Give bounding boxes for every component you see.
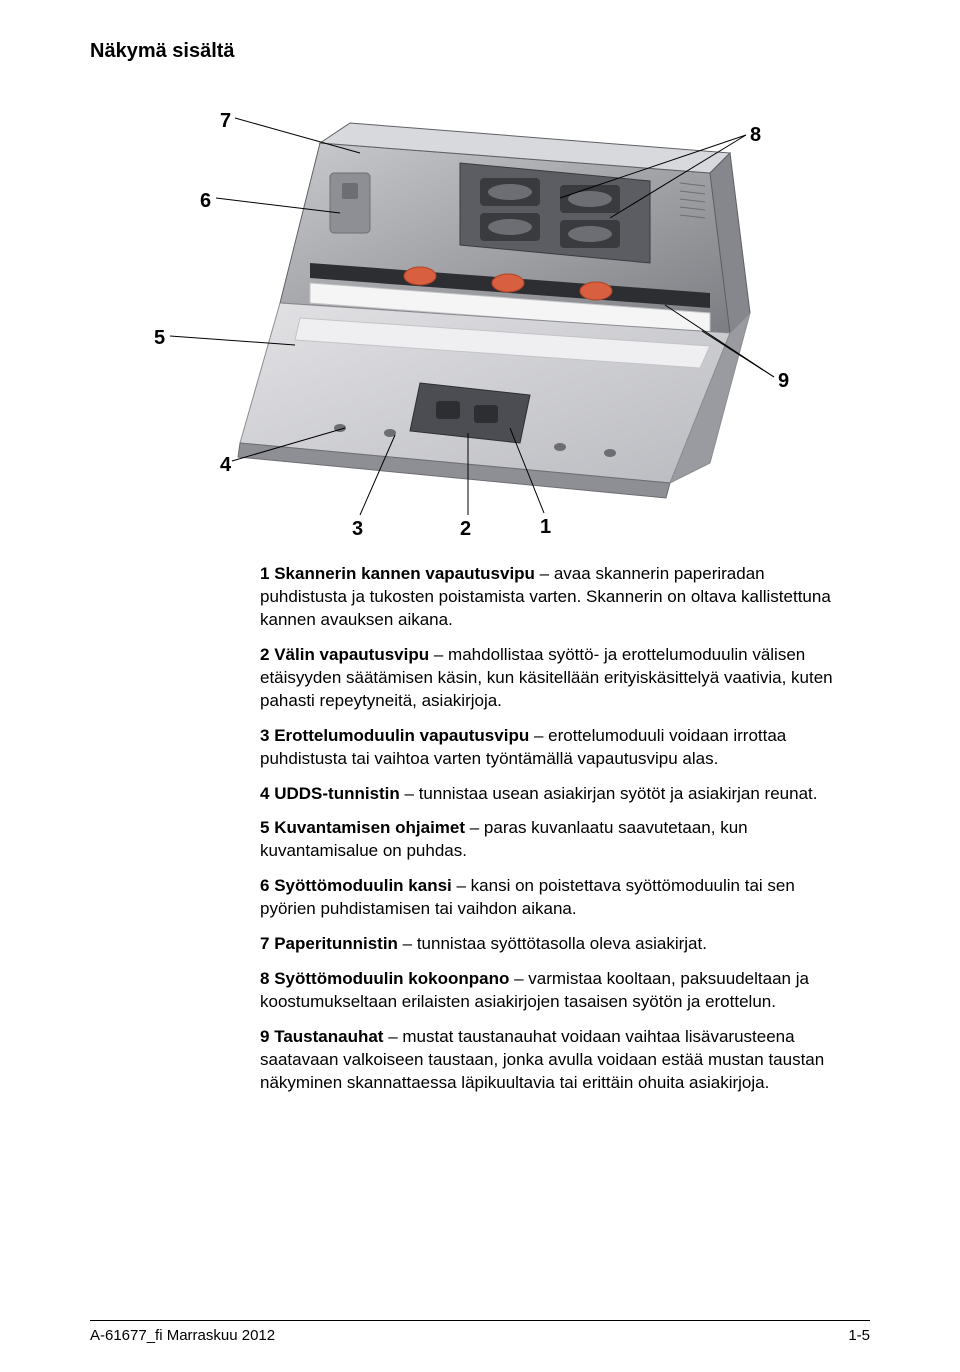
page: Näkymä sisältä (0, 0, 960, 1372)
callout-1: 1 (540, 517, 551, 537)
item-1: 1 Skannerin kannen vapautusvipu – avaa s… (260, 563, 850, 632)
callout-7: 7 (220, 111, 231, 131)
item-4: 4 UDDS-tunnistin – tunnistaa usean asiak… (260, 783, 850, 806)
page-title: Näkymä sisältä (90, 40, 870, 63)
footer-left: A-61677_fi Marraskuu 2012 (90, 1327, 275, 1344)
callout-9: 9 (778, 371, 789, 391)
body-text: 1 Skannerin kannen vapautusvipu – avaa s… (260, 563, 850, 1095)
callout-8: 8 (750, 125, 761, 145)
callout-2: 2 (460, 519, 471, 539)
page-footer: A-61677_fi Marraskuu 2012 1-5 (90, 1320, 870, 1344)
callout-3: 3 (352, 519, 363, 539)
scanner-diagram: 7 6 5 4 3 2 1 8 9 (90, 83, 870, 543)
item-6: 6 Syöttömoduulin kansi – kansi on poiste… (260, 875, 850, 921)
scanner-lid (238, 303, 750, 498)
footer-right: 1-5 (848, 1327, 870, 1344)
item-5: 5 Kuvantamisen ohjaimet – paras kuvanlaa… (260, 817, 850, 863)
callout-6: 6 (200, 191, 211, 211)
callout-5: 5 (154, 328, 165, 348)
scanner-body (280, 123, 750, 333)
item-2: 2 Välin vapautusvipu – mahdollistaa syöt… (260, 644, 850, 713)
item-3: 3 Erottelumoduulin vapautusvipu – erotte… (260, 725, 850, 771)
item-9: 9 Taustanauhat – mustat taustanauhat voi… (260, 1026, 850, 1095)
callout-4: 4 (220, 455, 231, 475)
scanner-svg (90, 83, 870, 543)
item-7: 7 Paperitunnistin – tunnistaa syöttötaso… (260, 933, 850, 956)
item-8: 8 Syöttömoduulin kokoonpano – varmistaa … (260, 968, 850, 1014)
